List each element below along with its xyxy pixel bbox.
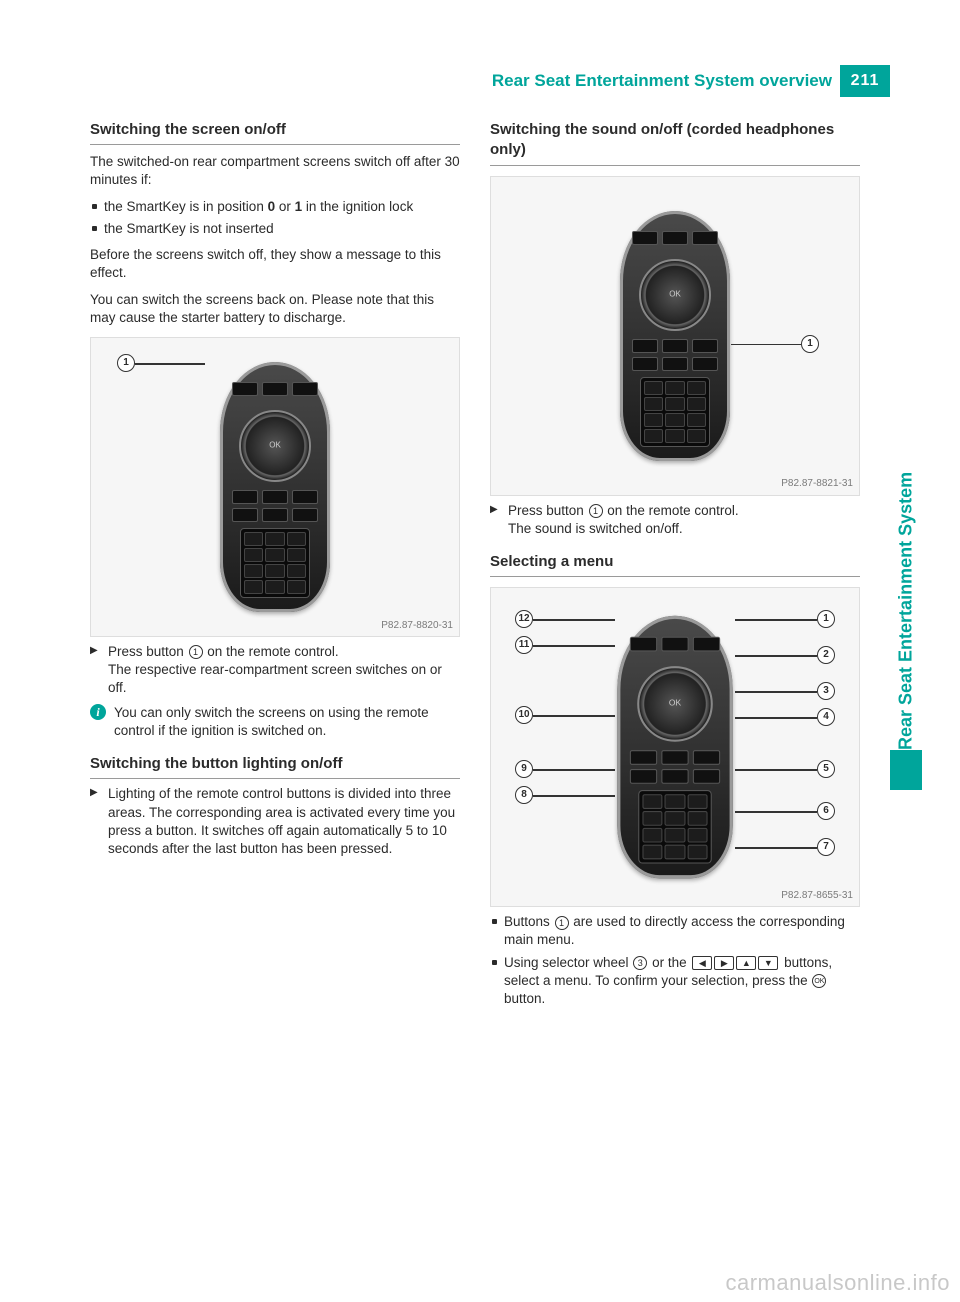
remote-illustration <box>617 616 733 879</box>
remote-illustration <box>620 211 730 461</box>
page-number: 211 <box>840 65 890 97</box>
down-arrow-icon: ▼ <box>758 956 778 970</box>
callout-line <box>135 363 205 365</box>
callout-line <box>735 847 817 849</box>
page-header: Rear Seat Entertainment System overview … <box>90 65 890 97</box>
callout-line <box>735 655 817 657</box>
bullet-list: Buttons 1 are used to directly access th… <box>490 913 860 1008</box>
heading-selecting-menu: Selecting a menu <box>490 552 860 577</box>
step-text: Press button <box>508 503 588 518</box>
ok-button-icon: OK <box>812 974 826 988</box>
up-arrow-icon: ▲ <box>736 956 756 970</box>
intro-text: The switched-on rear compartment screens… <box>90 153 460 189</box>
info-note: i You can only switch the screens on usi… <box>90 704 460 740</box>
callout-9: 9 <box>515 760 533 778</box>
manual-page: Rear Seat Entertainment System overview … <box>0 0 960 1302</box>
callout-12: 12 <box>515 610 533 628</box>
chapter-side-label: Rear Seat Entertainment System <box>890 280 922 750</box>
info-icon: i <box>90 704 106 720</box>
step-result: The sound is switched on/off. <box>508 520 860 538</box>
step-item: Press button 1 on the remote control. Th… <box>90 643 460 698</box>
callout-line <box>735 717 817 719</box>
left-column: Switching the screen on/off The switched… <box>90 120 460 1222</box>
figure-label: P82.87-8820-31 <box>381 619 453 633</box>
figure-remote-1: 1 P82.87-8820-31 <box>90 337 460 637</box>
callout-4: 4 <box>817 708 835 726</box>
right-column: Switching the sound on/off (corded headp… <box>490 120 860 1222</box>
callout-3: 3 <box>817 682 835 700</box>
callout-1: 1 <box>117 354 135 372</box>
list-item: the SmartKey is in position 0 or 1 in th… <box>90 198 460 216</box>
step-text: Press button <box>108 644 188 659</box>
figure-remote-2: 1 P82.87-8821-31 <box>490 176 860 496</box>
callout-line <box>533 645 615 647</box>
callout-11: 11 <box>515 636 533 654</box>
callout-line <box>533 619 615 621</box>
callout-line <box>533 769 615 771</box>
callout-line <box>735 619 817 621</box>
callout-6: 6 <box>817 802 835 820</box>
content-columns: Switching the screen on/off The switched… <box>90 120 860 1222</box>
callout-1: 1 <box>801 335 819 353</box>
info-text: You can only switch the screens on using… <box>114 705 429 738</box>
heading-screen-onoff: Switching the screen on/off <box>90 120 460 145</box>
callout-line <box>533 795 615 797</box>
button-ref-1-icon: 1 <box>589 504 603 518</box>
heading-sound-onoff: Switching the sound on/off (corded headp… <box>490 120 860 166</box>
note-text: Before the screens switch off, they show… <box>90 246 460 282</box>
remote-illustration <box>220 362 330 612</box>
bullet-list: the SmartKey is in position 0 or 1 in th… <box>90 198 460 238</box>
callout-10: 10 <box>515 706 533 724</box>
watermark: carmanualsonline.info <box>725 1270 950 1296</box>
figure-label: P82.87-8821-31 <box>781 477 853 491</box>
bullet-text: Using selector wheel <box>504 955 632 970</box>
callout-2: 2 <box>817 646 835 664</box>
step-item: Lighting of the remote control buttons i… <box>90 785 460 858</box>
list-item: Buttons 1 are used to directly access th… <box>490 913 860 949</box>
chapter-side-block <box>890 750 922 790</box>
heading-button-lighting: Switching the button lighting on/off <box>90 754 460 779</box>
figure-remote-3: 12 11 10 9 8 1 2 3 4 5 <box>490 587 860 907</box>
list-item: Using selector wheel 3 or the ◀ ▶ ▲ ▼ bu… <box>490 954 860 1009</box>
step-text: Lighting of the remote control buttons i… <box>108 786 455 856</box>
callout-line <box>533 715 615 717</box>
callout-line <box>731 344 801 346</box>
callout-line <box>735 811 817 813</box>
button-ref-3-icon: 3 <box>633 956 647 970</box>
callout-8: 8 <box>515 786 533 804</box>
step-text: on the remote control. <box>204 644 339 659</box>
list-item: the SmartKey is not inserted <box>90 220 460 238</box>
button-ref-1-icon: 1 <box>189 645 203 659</box>
step-result: The respective rear-compartment screen s… <box>108 661 460 697</box>
header-title: Rear Seat Entertainment System overview <box>492 65 840 97</box>
callout-5: 5 <box>817 760 835 778</box>
callout-line <box>735 769 817 771</box>
callout-1: 1 <box>817 610 835 628</box>
bullet-text: button. <box>504 991 545 1006</box>
note-text: You can switch the screens back on. Plea… <box>90 291 460 327</box>
chapter-side-tab: Rear Seat Entertainment System <box>890 280 922 780</box>
figure-label: P82.87-8655-31 <box>781 889 853 903</box>
bullet-text: or the <box>648 955 686 970</box>
callout-line <box>735 691 817 693</box>
bullet-text: Buttons <box>504 914 554 929</box>
arrow-keys-icon: ◀ ▶ ▲ ▼ <box>692 956 778 970</box>
bullet-text: the SmartKey is in position 0 or 1 in th… <box>104 199 413 214</box>
right-arrow-icon: ▶ <box>714 956 734 970</box>
button-ref-1-icon: 1 <box>555 916 569 930</box>
step-text: on the remote control. <box>604 503 739 518</box>
left-arrow-icon: ◀ <box>692 956 712 970</box>
callout-7: 7 <box>817 838 835 856</box>
step-item: Press button 1 on the remote control. Th… <box>490 502 860 538</box>
